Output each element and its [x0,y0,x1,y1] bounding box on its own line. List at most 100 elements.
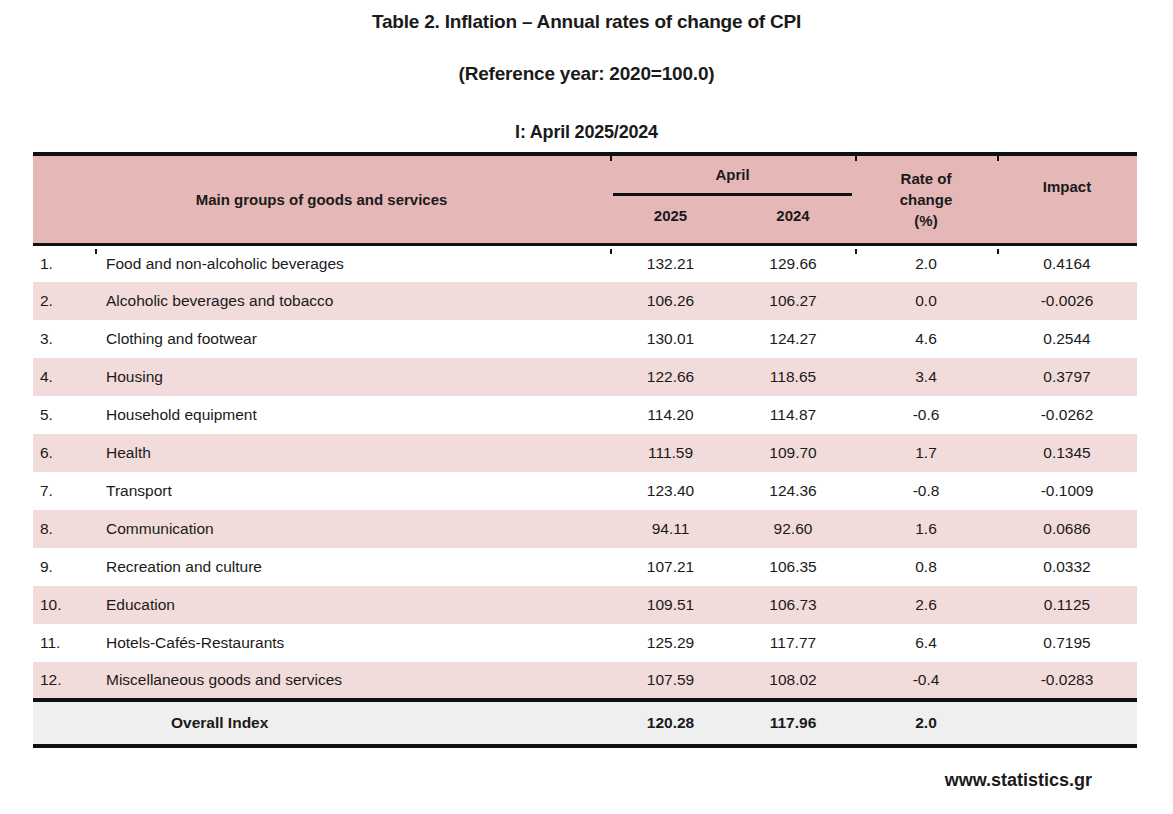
cell-v2025: 109.51 [610,586,731,624]
cell-name: Hotels-Cafés-Restaurants [95,624,610,662]
overall-value-2025: 120.28 [610,700,731,746]
cell-rate: 3.4 [855,358,997,396]
cell-rate: 0.8 [855,548,997,586]
overall-value-2024: 117.96 [731,700,855,746]
subtitle-period: I: April 2025/2024 [0,121,1173,143]
column-boundary-tick [997,249,999,254]
table-row: 2.Alcoholic beverages and tobacco106.261… [33,282,1137,320]
column-boundary-tick [610,249,612,254]
cell-name: Household equipment [95,396,610,434]
column-header-rate-of-change: Rate of change (%) [855,154,997,244]
table-row: 9.Recreation and culture107.21106.350.80… [33,548,1137,586]
table-header: Main groups of goods and services April … [33,154,1137,244]
table-body: 1.Food and non-alcoholic beverages132.21… [33,244,1137,700]
cell-name: Communication [95,510,610,548]
cell-no: 3. [33,320,95,358]
cell-impact: 0.1125 [997,586,1137,624]
cell-v2024: 108.02 [731,662,855,700]
table-row: 12.Miscellaneous goods and services107.5… [33,662,1137,700]
cell-v2025: 132.21 [610,244,731,282]
cell-v2024: 118.65 [731,358,855,396]
cell-name: Food and non-alcoholic beverages [95,244,610,282]
cell-rate: 2.6 [855,586,997,624]
cell-name: Miscellaneous goods and services [95,662,610,700]
cell-v2025: 94.11 [610,510,731,548]
column-header-month: April [610,156,855,193]
cell-impact: 0.4164 [997,244,1137,282]
cell-name: Health [95,434,610,472]
overall-impact [997,700,1137,746]
overall-rate-of-change: 2.0 [855,700,997,746]
table-row: 10.Education109.51106.732.60.1125 [33,586,1137,624]
cell-v2024: 114.87 [731,396,855,434]
cell-name: Housing [95,358,610,396]
table-row: 7.Transport123.40124.36-0.8-0.1009 [33,472,1137,510]
cell-rate: -0.8 [855,472,997,510]
page-title: Table 2. Inflation – Annual rates of cha… [0,11,1173,33]
cell-v2024: 106.27 [731,282,855,320]
table-row: 4.Housing122.66118.653.40.3797 [33,358,1137,396]
cell-name: Recreation and culture [95,548,610,586]
cell-impact: -0.0262 [997,396,1137,434]
cell-v2025: 114.20 [610,396,731,434]
cell-no: 10. [33,586,95,624]
cell-impact: -0.0026 [997,282,1137,320]
cell-v2025: 107.21 [610,548,731,586]
cell-name: Education [95,586,610,624]
column-boundary-tick [95,249,97,254]
table-row: 1.Food and non-alcoholic beverages132.21… [33,244,1137,282]
cell-v2024: 92.60 [731,510,855,548]
footer: www.statistics.gr [0,770,1092,791]
column-header-year-2025: 2025 [610,207,731,224]
cell-v2025: 106.26 [610,282,731,320]
cell-rate: 1.7 [855,434,997,472]
cell-no: 11. [33,624,95,662]
cell-no: 8. [33,510,95,548]
column-boundary-tick [855,249,857,254]
cell-v2025: 107.59 [610,662,731,700]
cell-v2024: 117.77 [731,624,855,662]
cell-name: Clothing and footwear [95,320,610,358]
cell-no: 12. [33,662,95,700]
column-header-main-groups: Main groups of goods and services [33,154,610,244]
cell-impact: 0.3797 [997,358,1137,396]
cell-rate: 6.4 [855,624,997,662]
cell-impact: 0.1345 [997,434,1137,472]
cell-v2025: 123.40 [610,472,731,510]
overall-index-label: Overall Index [33,700,610,746]
cell-rate: -0.4 [855,662,997,700]
cell-v2024: 124.27 [731,320,855,358]
cpi-table-wrapper: Main groups of goods and services April … [33,152,1137,748]
cell-v2025: 125.29 [610,624,731,662]
cell-impact: 0.2544 [997,320,1137,358]
subtitle-reference-year: (Reference year: 2020=100.0) [0,63,1173,85]
cell-name: Alcoholic beverages and tobacco [95,282,610,320]
column-header-april-group: April 2025 2024 [610,154,855,244]
cell-no: 9. [33,548,95,586]
cell-no: 1. [33,244,95,282]
cell-v2025: 111.59 [610,434,731,472]
table-row: 11.Hotels-Cafés-Restaurants125.29117.776… [33,624,1137,662]
cell-v2025: 130.01 [610,320,731,358]
cell-rate: -0.6 [855,396,997,434]
cell-impact: -0.0283 [997,662,1137,700]
cpi-table: Main groups of goods and services April … [33,152,1137,748]
cell-v2024: 106.73 [731,586,855,624]
table-footer: Overall Index 120.28 117.96 2.0 [33,700,1137,746]
column-header-impact: Impact [997,154,1137,244]
cell-no: 6. [33,434,95,472]
table-row: 3.Clothing and footwear130.01124.274.60.… [33,320,1137,358]
cell-impact: 0.7195 [997,624,1137,662]
website-link: www.statistics.gr [945,770,1092,790]
cell-impact: -0.1009 [997,472,1137,510]
cell-no: 7. [33,472,95,510]
cell-rate: 4.6 [855,320,997,358]
cell-v2024: 129.66 [731,244,855,282]
cell-impact: 0.0686 [997,510,1137,548]
column-boundary-tick [855,156,857,161]
column-boundary-tick [610,156,612,161]
table-row: 6.Health111.59109.701.70.1345 [33,434,1137,472]
cell-v2025: 122.66 [610,358,731,396]
cell-no: 2. [33,282,95,320]
table-row: 5.Household equipment114.20114.87-0.6-0.… [33,396,1137,434]
